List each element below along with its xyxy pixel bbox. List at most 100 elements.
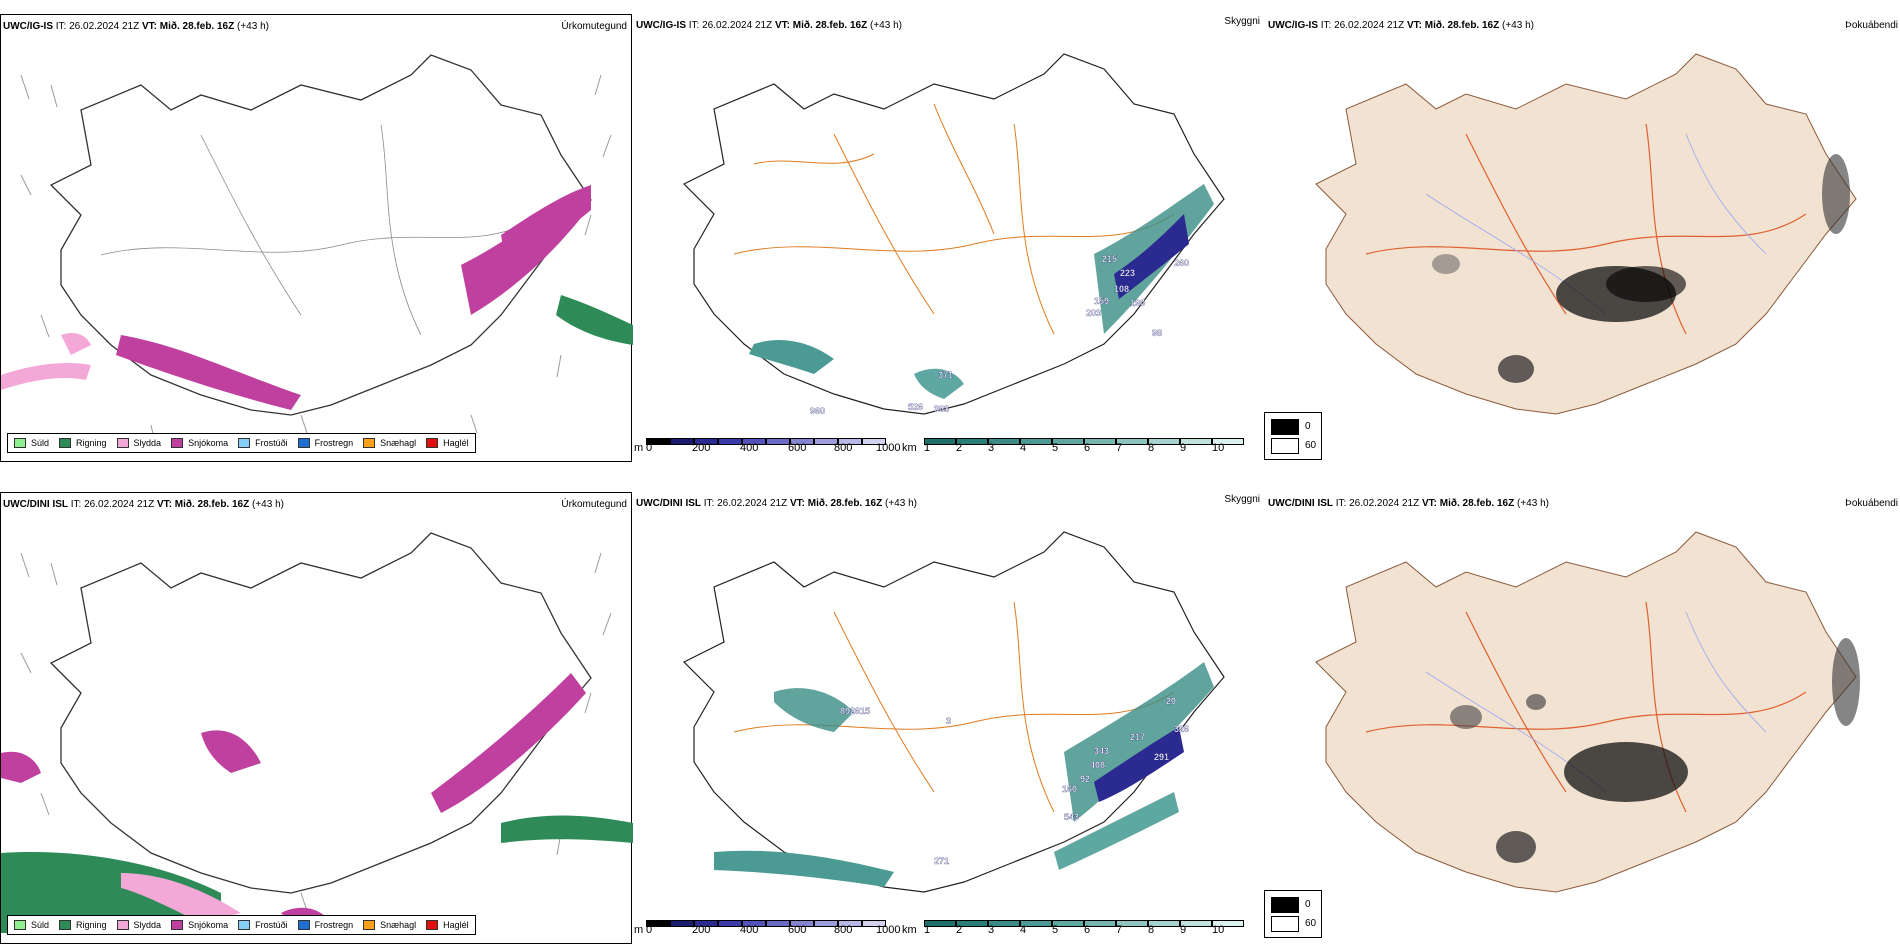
precip-map-bottom xyxy=(1,532,633,933)
swatch xyxy=(59,438,72,448)
panel-title: Úrkomutegund xyxy=(561,499,627,510)
swatch xyxy=(59,920,72,930)
visibility-tick: 3 xyxy=(988,442,995,454)
visibility-panel-top: UWC/IG-IS IT: 26.02.2024 21Z VT: Mið. 28… xyxy=(634,14,1264,462)
ceiling-label: 160 xyxy=(1062,784,1077,794)
ceiling-tick: 600 xyxy=(788,924,807,936)
ceiling-tick: 800 xyxy=(834,442,853,454)
ceiling-label: 291 xyxy=(1154,752,1169,762)
ceiling-tick: 400 xyxy=(740,442,759,454)
fog-legend-high: 60 xyxy=(1305,440,1317,451)
panel-title: Úrkomutegund xyxy=(561,21,627,32)
panel-title: Skyggni xyxy=(1224,494,1260,505)
legend-item-slydda: Slydda xyxy=(116,438,161,448)
legend-item-frostregn: Frostregn xyxy=(297,920,353,930)
visibility-bin xyxy=(924,438,956,445)
ceiling-tick: 800 xyxy=(834,924,853,936)
ceiling-value-labels: 892615 343 408 92 160 543 217 326 291 20… xyxy=(840,696,1189,866)
ceiling-label: 526 xyxy=(908,402,923,412)
visibility-bin xyxy=(1084,920,1116,927)
ceiling-bin xyxy=(790,438,814,445)
ceiling-bin xyxy=(862,920,886,927)
legend-item-snaehagl: Snæhagl xyxy=(363,438,416,448)
fog-swatch-high xyxy=(1271,916,1299,932)
fog-legend-high: 60 xyxy=(1305,918,1317,929)
visibility-bin xyxy=(1180,920,1212,927)
ceiling-bin xyxy=(790,920,814,927)
legend-item-snjokoma: Snjókoma xyxy=(171,438,228,448)
precip-legend: Súld Rigning Slydda Snjókoma Frostúði Fr… xyxy=(7,915,476,935)
visibility-tick: 6 xyxy=(1084,442,1091,454)
ceiling-tick: 0 xyxy=(646,442,653,454)
visibility-tick: 9 xyxy=(1180,442,1187,454)
visibility-tick: 5 xyxy=(1052,924,1059,936)
visibility-tick: 2 xyxy=(956,924,963,936)
visibility-bin xyxy=(1180,438,1212,445)
swatch xyxy=(14,438,26,448)
precip-areas xyxy=(1,673,633,933)
visibility-bin xyxy=(1084,438,1116,445)
ceiling-bin xyxy=(814,920,838,927)
ceiling-bin xyxy=(646,438,670,445)
swatch xyxy=(363,920,376,930)
swatch xyxy=(426,438,439,448)
ceiling-label: 215 xyxy=(1102,254,1117,264)
visibility-map-bottom xyxy=(682,531,1225,893)
ceiling-tick: 1000 xyxy=(876,442,901,454)
ceiling-label: 343 xyxy=(1094,746,1109,756)
visibility-bin xyxy=(1116,438,1148,445)
ceiling-unit: m xyxy=(634,442,644,454)
iceland-landmass xyxy=(1315,53,1857,415)
ceiling-label: 408 xyxy=(1090,760,1105,770)
ceiling-tick: 200 xyxy=(692,924,711,936)
legend-item-haglel: Haglél xyxy=(426,920,469,930)
ceiling-label: 108 xyxy=(1114,284,1129,294)
fog-legend-low: 0 xyxy=(1305,421,1311,432)
fog-panel-top: UWC/IG-IS IT: 26.02.2024 21Z VT: Mið. 28… xyxy=(1264,14,1900,462)
visibility-bin xyxy=(1212,920,1244,927)
ceiling-label: 223 xyxy=(1120,268,1135,278)
run-header: UWC/IG-IS IT: 26.02.2024 21Z VT: Mið. 28… xyxy=(1268,20,1534,31)
visibility-bin xyxy=(1052,920,1084,927)
swatch xyxy=(363,438,376,448)
ceiling-label: 271 xyxy=(934,856,949,866)
fog-legend: 0 60 xyxy=(1264,412,1322,460)
swatch xyxy=(116,920,129,930)
visibility-areas xyxy=(749,184,1214,399)
run-header: UWC/IG-IS IT: 26.02.2024 21Z VT: Mið. 28… xyxy=(636,20,902,31)
swatch xyxy=(171,438,184,448)
visibility-areas xyxy=(714,662,1214,887)
ceiling-label: 217 xyxy=(1130,732,1145,742)
fog-map-top xyxy=(1315,53,1857,415)
road-network xyxy=(733,103,1175,335)
ceiling-bin xyxy=(694,920,718,927)
visibility-bin xyxy=(988,438,1020,445)
precip-legend: Súld Rigning Slydda Snjókoma Frostúði Fr… xyxy=(7,433,476,453)
visibility-bin xyxy=(1116,920,1148,927)
ceiling-bin xyxy=(862,438,886,445)
ceiling-bin xyxy=(838,920,862,927)
legend-item-sudl: Súld xyxy=(14,438,49,448)
ceiling-bin xyxy=(646,920,670,927)
run-header: UWC/DINI ISL IT: 26.02.2024 21Z VT: Mið.… xyxy=(1268,498,1549,509)
ceiling-bin xyxy=(766,920,790,927)
precip-panel-top: UWC/IG-IS IT: 26.02.2024 21Z VT: Mið. 28… xyxy=(0,14,633,462)
ceiling-bin xyxy=(718,920,742,927)
colorbar-scales: m 0 200 400 600 800 1000 km 1 2 3 4 5 6 … xyxy=(634,438,1264,454)
visibility-tick: 4 xyxy=(1020,442,1027,454)
iceland-outline xyxy=(682,53,1225,415)
visibility-tick: 4 xyxy=(1020,924,1027,936)
ceiling-bin xyxy=(742,920,766,927)
legend-item-rigning: Rigning xyxy=(59,438,107,448)
legend-item-haglel: Haglél xyxy=(426,438,469,448)
legend-item-slydda: Slydda xyxy=(116,920,161,930)
precip-map-top xyxy=(1,54,633,444)
ceiling-tick: 1000 xyxy=(876,924,901,936)
ceiling-tick: 200 xyxy=(692,442,711,454)
visibility-tick: 8 xyxy=(1148,924,1155,936)
visibility-bin xyxy=(956,920,988,927)
visibility-bin xyxy=(1212,438,1244,445)
ceiling-bin xyxy=(670,920,694,927)
visibility-bin xyxy=(924,920,956,927)
ceiling-bin xyxy=(742,438,766,445)
